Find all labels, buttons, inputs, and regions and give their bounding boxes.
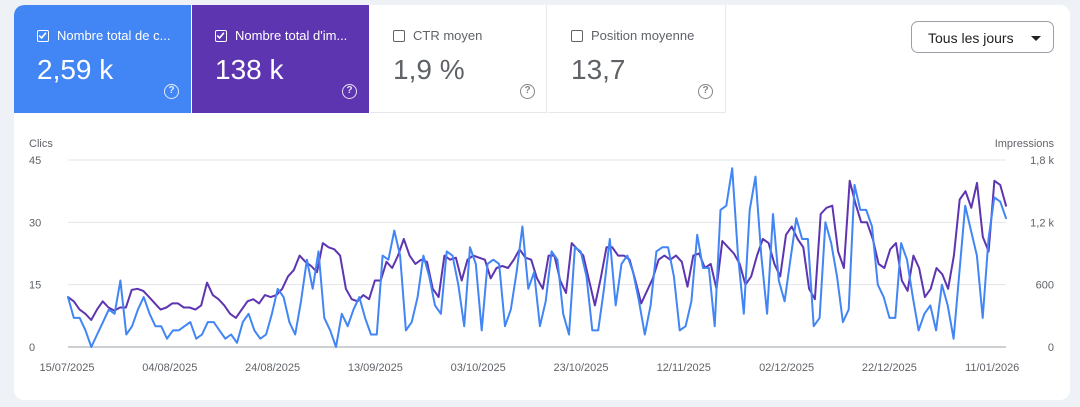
- x-axis-tick-label: 13/09/2025: [348, 362, 403, 374]
- checkbox-icon[interactable]: [215, 30, 227, 42]
- performance-card: Nombre total de c... 2,59 k ? Nombre tot…: [14, 5, 1070, 400]
- metric-label: Nombre total de c...: [57, 28, 171, 43]
- checkbox-icon[interactable]: [37, 30, 49, 42]
- date-range-label: Tous les jours: [928, 30, 1014, 46]
- x-axis-tick-label: 24/08/2025: [245, 362, 300, 374]
- metric-value: 2,59 k: [37, 54, 114, 85]
- clicks-series-line: [67, 167, 1007, 348]
- metric-average-ctr-tile[interactable]: CTR moyen 1,9 % ?: [370, 5, 547, 113]
- x-axis-tick-label: 11/01/2026: [965, 362, 1019, 374]
- x-axis-tick-label: 23/10/2025: [553, 362, 608, 374]
- impressions-series-line: [67, 179, 1007, 321]
- checkbox-icon[interactable]: [571, 30, 583, 42]
- metric-label: CTR moyen: [413, 28, 483, 43]
- left-axis-title: Clics: [29, 138, 53, 150]
- right-axis-tick-label: 1,2 k: [1030, 217, 1054, 229]
- caret-down-icon: [1031, 36, 1041, 41]
- x-axis-tick-label: 02/12/2025: [759, 362, 814, 374]
- x-axis-tick-label: 03/10/2025: [451, 362, 506, 374]
- left-axis-tick-label: 0: [29, 342, 35, 354]
- date-range-dropdown[interactable]: Tous les jours: [911, 21, 1054, 53]
- x-axis-tick-label: 22/12/2025: [862, 362, 917, 374]
- right-axis-tick-label: 600: [1036, 280, 1054, 292]
- help-icon[interactable]: ?: [164, 84, 179, 99]
- x-axis-tick-label: 12/11/2025: [657, 362, 711, 374]
- right-axis-tick-label: 0: [1048, 342, 1054, 354]
- metric-total-impressions-tile[interactable]: Nombre total d'im... 138 k ?: [192, 5, 369, 113]
- left-axis-tick-label: 15: [29, 280, 41, 292]
- metric-value: 1,9 %: [393, 54, 465, 85]
- right-axis-tick-label: 1,8 k: [1030, 155, 1054, 167]
- help-icon[interactable]: ?: [342, 84, 357, 99]
- x-axis-tick-label: 04/08/2025: [142, 362, 197, 374]
- metric-value: 13,7: [571, 54, 626, 85]
- help-icon[interactable]: ?: [698, 84, 713, 99]
- right-axis-title: Impressions: [995, 138, 1055, 150]
- metric-average-position-tile[interactable]: Position moyenne 13,7 ?: [548, 5, 726, 113]
- metric-total-clicks-tile[interactable]: Nombre total de c... 2,59 k ?: [14, 5, 191, 113]
- x-axis-tick-label: 15/07/2025: [39, 362, 94, 374]
- left-axis-tick-label: 45: [29, 155, 41, 167]
- left-axis-tick-label: 30: [29, 217, 41, 229]
- metric-label: Nombre total d'im...: [235, 28, 348, 43]
- metric-label: Position moyenne: [591, 28, 695, 43]
- help-icon[interactable]: ?: [520, 84, 535, 99]
- performance-chart: Clics Impressions 0 0 15 600 30 1,2 k 45 1,8 k 1…: [29, 138, 1055, 374]
- metric-value: 138 k: [215, 54, 284, 85]
- checkbox-icon[interactable]: [393, 30, 405, 42]
